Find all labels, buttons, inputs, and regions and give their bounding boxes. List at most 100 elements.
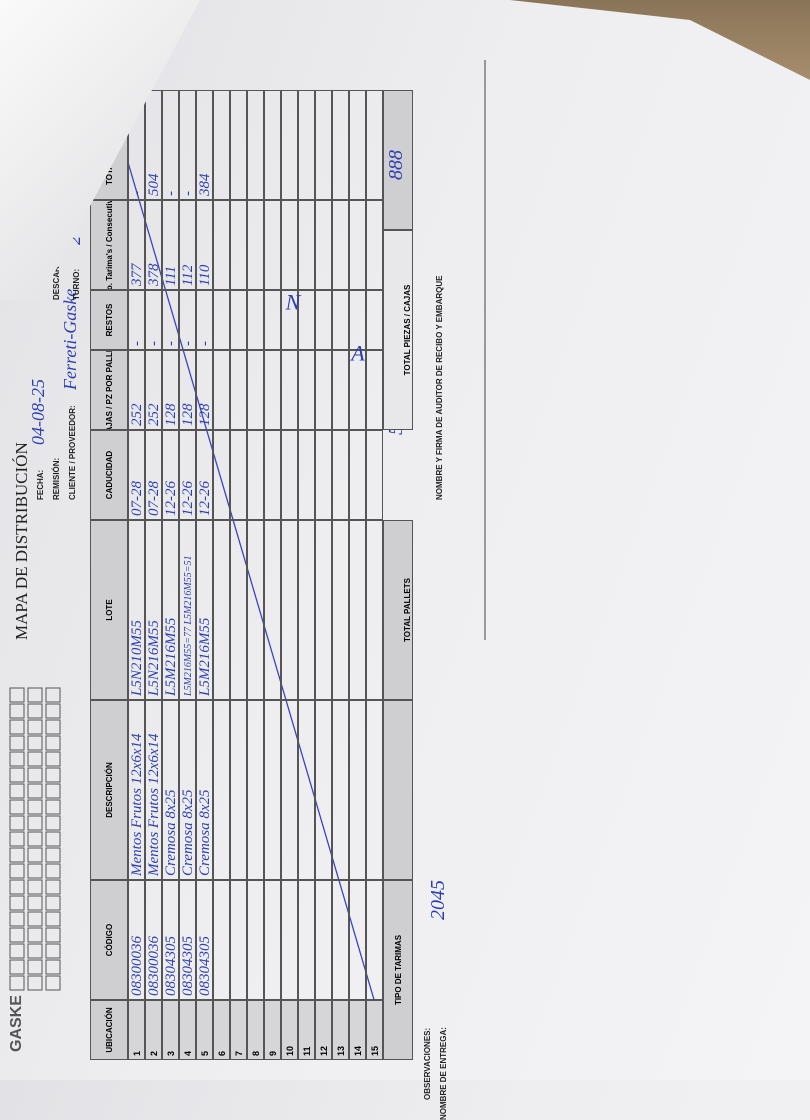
table-cell: 08304305 [179,880,196,1000]
table-cell [247,880,264,1000]
column-header: CÓDIGO [90,880,128,1000]
table-cell [349,90,366,200]
table-cell: L5N216M55 [145,520,162,700]
table-cell: L5N210M55 [128,520,145,700]
column-header: No. Tarima's / Consecutivo [90,200,128,290]
table-cell [366,880,383,1000]
footer-label: TIPO DE TARIMAS [383,880,413,1060]
table-cell: 378 [145,200,162,290]
table-cell [332,880,349,1000]
table-cell [366,290,383,350]
annotation: N [285,289,301,315]
table-cell [264,90,281,200]
table-cell: - [145,290,162,350]
field-label: REMISIÓN: [52,457,61,500]
table-cell [281,430,298,520]
table-cell: L5M216M55 [196,520,213,700]
table-cell [281,350,298,430]
table-cell [366,200,383,290]
table-cell [230,880,247,1000]
table-cell: 252 [128,350,145,430]
table-cell [264,520,281,700]
row-number: 3 [162,1000,179,1060]
table-cell: 12-26 [196,430,213,520]
table-cell [298,880,315,1000]
footer-cell [383,700,413,880]
table-cell: Mentos Frutos 12x6x14 [145,700,162,880]
table-cell [247,350,264,430]
annotation: A [351,340,365,366]
table-cell [230,200,247,290]
table-cell [264,700,281,880]
table-cell [264,200,281,290]
table-cell: 377 [128,200,145,290]
table-cell: 12-26 [179,430,196,520]
table-cell [281,520,298,700]
table-cell: 384 [196,90,213,200]
delivery-label: NOMBRE DE ENTREGA: [439,1027,448,1120]
table-cell: Cremosa 8x25 [179,700,196,880]
row-number: 7 [230,1000,247,1060]
table-cell: 112 [179,200,196,290]
table-cell [247,90,264,200]
row-number: 2 [145,1000,162,1060]
table-cell [281,880,298,1000]
table-cell [349,880,366,1000]
field-label: CLIENTE / PROVEEDOR: [68,405,77,500]
table-cell [366,350,383,430]
row-number: 15 [366,1000,383,1060]
table-cell [230,90,247,200]
table-cell [332,700,349,880]
table-cell [349,430,366,520]
row-number: 12 [315,1000,332,1060]
table-cell [213,90,230,200]
table-cell [230,520,247,700]
table-cell [230,430,247,520]
field-value: 04-08-25 [28,379,48,445]
table-cell [315,290,332,350]
row-number: 5 [196,1000,213,1060]
table-cell: 12-26 [162,430,179,520]
table-cell [349,700,366,880]
table-cell: 07-28 [128,430,145,520]
table-cell [264,350,281,430]
row-number: 13 [332,1000,349,1060]
table-cell [315,200,332,290]
row-number: 8 [247,1000,264,1060]
table-cell [213,880,230,1000]
table-cell: 252 [145,350,162,430]
table-cell: 08304305 [162,880,179,1000]
table-cell: 110 [196,200,213,290]
table-cell: 128 [179,350,196,430]
column-header: UBICACIÓN [90,1000,128,1060]
table-cell [230,350,247,430]
table-cell: 07-28 [145,430,162,520]
table-cell [213,520,230,700]
table-cell [213,700,230,880]
table-cell [298,90,315,200]
field-value: Ferreti-Gaske [60,288,80,390]
table-cell [247,520,264,700]
table-cell [298,350,315,430]
table-cell [315,880,332,1000]
table-cell [281,700,298,880]
table-cell: - [179,90,196,200]
table-cell: 111 [162,200,179,290]
table-cell [332,90,349,200]
table-cell [349,520,366,700]
table-cell: Cremosa 8x25 [162,700,179,880]
signature-caption: NOMBRE Y FIRMA DE AUDITOR DE RECIBO Y EM… [435,275,444,500]
diagonal-strike [94,49,381,1021]
table-cell: - [162,290,179,350]
row-number: 6 [213,1000,230,1060]
table-cell: L5M216M55=77 L5M216M55=51 [179,520,196,700]
table-cell: 128 [196,350,213,430]
table-cell: 08304305 [196,880,213,1000]
table-cell [366,700,383,880]
row-number: 1 [128,1000,145,1060]
table-cell [264,430,281,520]
column-header: DESCRIPCIÓN [90,700,128,880]
table-cell [332,520,349,700]
